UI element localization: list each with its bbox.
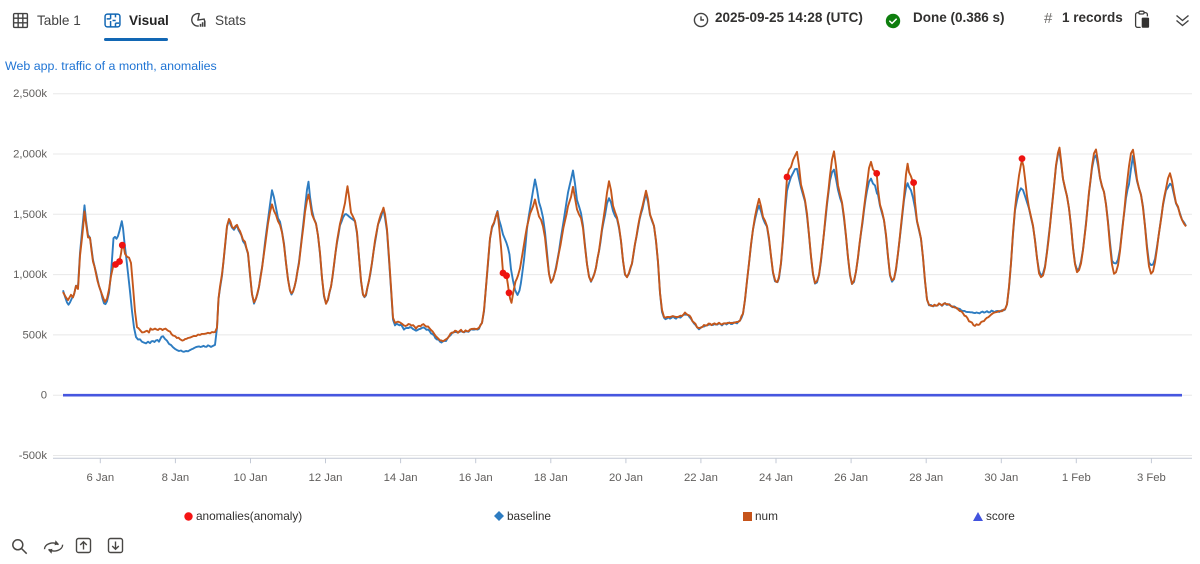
svg-text:0: 0 bbox=[41, 390, 47, 402]
svg-text:18 Jan: 18 Jan bbox=[534, 472, 568, 484]
svg-text:1,000k: 1,000k bbox=[13, 269, 47, 281]
svg-text:22 Jan: 22 Jan bbox=[684, 472, 718, 484]
svg-text:30 Jan: 30 Jan bbox=[984, 472, 1018, 484]
svg-text:2,000k: 2,000k bbox=[13, 149, 47, 161]
svg-text:500k: 500k bbox=[23, 329, 48, 341]
svg-text:6 Jan: 6 Jan bbox=[86, 472, 114, 484]
svg-text:28 Jan: 28 Jan bbox=[909, 472, 943, 484]
svg-text:14 Jan: 14 Jan bbox=[384, 472, 418, 484]
svg-text:8 Jan: 8 Jan bbox=[162, 472, 190, 484]
svg-text:12 Jan: 12 Jan bbox=[309, 472, 343, 484]
svg-text:-500k: -500k bbox=[19, 450, 48, 462]
svg-text:26 Jan: 26 Jan bbox=[834, 472, 868, 484]
svg-text:1,500k: 1,500k bbox=[13, 209, 47, 221]
svg-text:3 Feb: 3 Feb bbox=[1137, 472, 1166, 484]
svg-text:20 Jan: 20 Jan bbox=[609, 472, 643, 484]
svg-text:24 Jan: 24 Jan bbox=[759, 472, 793, 484]
svg-text:10 Jan: 10 Jan bbox=[234, 472, 268, 484]
svg-text:1 Feb: 1 Feb bbox=[1062, 472, 1091, 484]
svg-text:16 Jan: 16 Jan bbox=[459, 472, 493, 484]
svg-text:2,500k: 2,500k bbox=[13, 88, 47, 100]
